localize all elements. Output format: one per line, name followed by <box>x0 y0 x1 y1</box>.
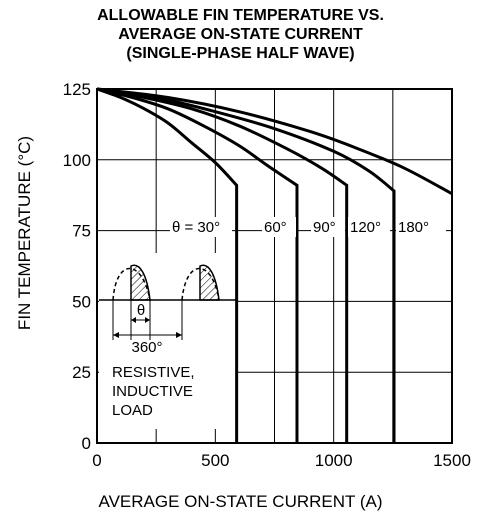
load-label-line: INDUCTIVE <box>112 383 193 400</box>
series-label: 180° <box>398 219 429 236</box>
series-label-mask <box>311 217 345 237</box>
arrow-head <box>145 317 150 323</box>
x-tick-label: 1500 <box>433 451 471 470</box>
series-label: 90° <box>313 219 336 236</box>
y-tick-label: 75 <box>72 222 91 241</box>
series-label-mask <box>396 217 446 237</box>
series-curve <box>96 87 349 443</box>
series-label: θ = 30° <box>172 219 220 236</box>
y-tick-label: 0 <box>82 434 91 453</box>
series-label: 60° <box>264 219 287 236</box>
theta-label: θ <box>137 302 145 319</box>
series-labels: θ = 30° 60° 90° 120° 180° <box>170 217 446 237</box>
data-curves <box>96 87 453 443</box>
x-tick-label: 0 <box>92 451 101 470</box>
y-tick-label: 100 <box>63 151 91 170</box>
series-label-mask <box>348 217 390 237</box>
series-curve <box>96 87 396 443</box>
series-curve <box>96 87 299 443</box>
series-label-mask <box>170 217 232 237</box>
series-curve <box>96 87 453 196</box>
x-tick-label: 1000 <box>315 451 353 470</box>
load-label-line: RESISTIVE, <box>112 364 195 381</box>
x-tick-label: 500 <box>201 451 229 470</box>
waveform-inset: θ 360° RESISTIVE, INDUCTIVE LOAD <box>99 253 238 429</box>
period-label: 360° <box>131 339 162 356</box>
y-tick-label: 50 <box>72 292 91 311</box>
x-axis-label: AVERAGE ON-STATE CURRENT (A) <box>98 492 383 511</box>
load-label-line: LOAD <box>112 402 153 419</box>
arrow-head <box>176 332 182 338</box>
chart-title-line-2: AVERAGE ON-STATE CURRENT <box>118 26 363 43</box>
axis-ticks: 0 25 50 75 100 125 0 500 1000 1500 <box>63 80 471 470</box>
y-tick-label: 25 <box>72 363 91 382</box>
chart-title-line-3: (SINGLE-PHASE HALF WAVE) <box>126 45 355 62</box>
plot-frame <box>96 88 453 444</box>
arrow-head <box>131 317 136 323</box>
chart-title-line-1: ALLOWABLE FIN TEMPERATURE VS. <box>97 7 384 24</box>
arrow-head <box>113 332 119 338</box>
series-label-mask <box>262 217 296 237</box>
y-tick-label: 125 <box>63 80 91 99</box>
series-curve <box>96 87 239 443</box>
series-label: 120° <box>350 219 381 236</box>
